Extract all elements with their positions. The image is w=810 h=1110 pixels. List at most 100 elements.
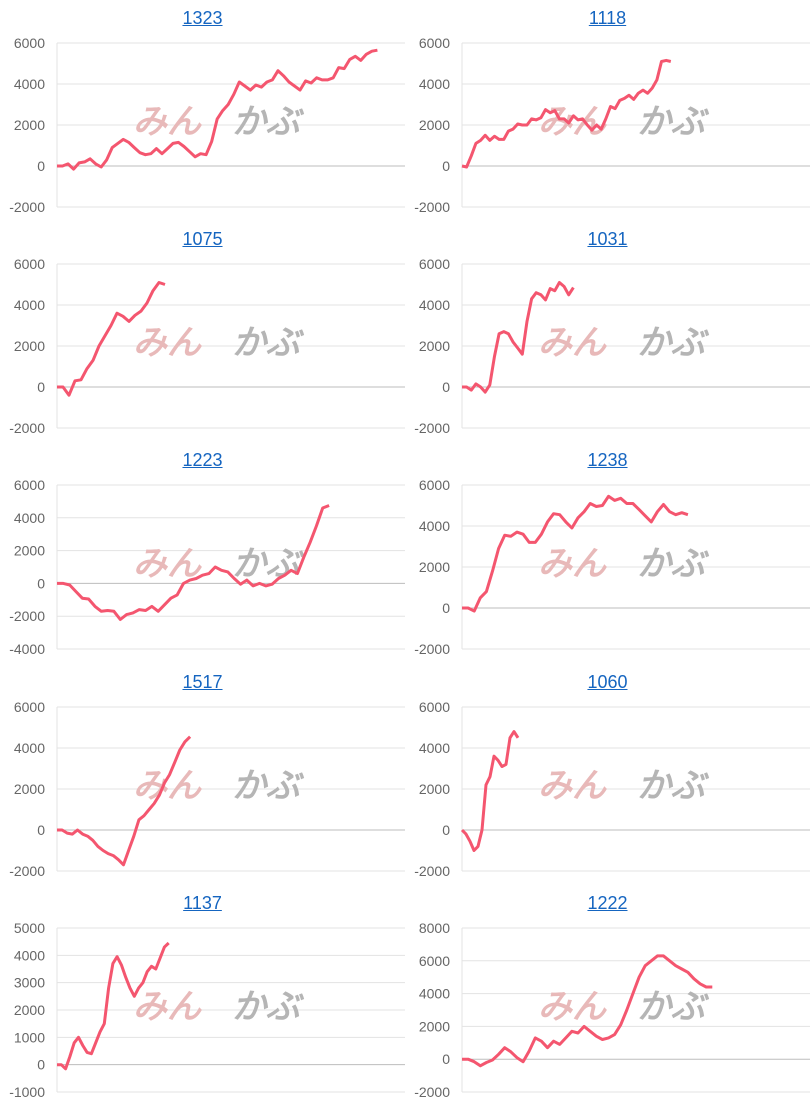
y-tick-label: 6000 [14, 256, 45, 272]
series-line [57, 735, 192, 867]
chart-title: 1060 [405, 672, 810, 693]
y-tick-label: 6000 [419, 477, 450, 493]
line-chart: 6000 4000 2000 0 -2000 みん かぶ [414, 699, 810, 879]
y-tick-label: 2000 [14, 1002, 45, 1018]
y-tick-label: 4000 [14, 740, 45, 756]
y-tick-label: 4000 [14, 297, 45, 313]
y-tick-label: 4000 [419, 518, 450, 534]
chart-title: 1137 [0, 893, 405, 914]
y-tick-label: 2000 [14, 781, 45, 797]
svg-text:みん: みん [133, 323, 202, 363]
y-tick-label: -2000 [9, 863, 45, 879]
y-tick-label: -2000 [414, 199, 450, 215]
watermark-logo: みん かぶ [538, 102, 710, 142]
svg-text:みん: みん [538, 987, 607, 1027]
svg-text:みん: みん [133, 987, 202, 1027]
chart-panel: 6000 4000 2000 0 -2000 みん かぶ 1075 [0, 221, 405, 442]
svg-text:みん: みん [538, 323, 607, 363]
series-line [57, 941, 170, 1071]
y-tick-label: -2000 [414, 1084, 450, 1100]
series-line [462, 954, 713, 1068]
y-tick-label: 6000 [419, 699, 450, 715]
y-tick-label: 6000 [14, 477, 45, 493]
chart-title-link[interactable]: 1223 [182, 450, 223, 470]
svg-text:かぶ: かぶ [637, 544, 710, 584]
line-chart: 5000 4000 3000 2000 1000 0 -1000 みん かぶ [9, 920, 405, 1100]
series-line [57, 504, 330, 621]
svg-text:みん: みん [133, 766, 202, 806]
y-tick-label: 6000 [419, 35, 450, 51]
series-line [462, 281, 575, 394]
y-tick-label: 2000 [14, 117, 45, 133]
watermark-logo: みん かぶ [133, 544, 305, 584]
y-tick-label: 2000 [14, 338, 45, 354]
series-line [57, 281, 166, 397]
series-line [460, 730, 520, 852]
y-tick-label: -2000 [414, 420, 450, 436]
watermark-logo: みん かぶ [133, 766, 305, 806]
y-tick-label: 2000 [14, 543, 45, 559]
svg-text:かぶ: かぶ [637, 766, 710, 806]
y-tick-label: 0 [442, 158, 450, 174]
svg-text:かぶ: かぶ [232, 987, 305, 1027]
chart-title: 1075 [0, 229, 405, 250]
chart-title-link[interactable]: 1238 [587, 450, 628, 470]
watermark-logo: みん かぶ [133, 102, 305, 142]
chart-panel: 6000 4000 2000 0 -2000 みん かぶ 1323 [0, 0, 405, 221]
chart-title: 1222 [405, 893, 810, 914]
watermark-logo: みん かぶ [538, 323, 710, 363]
line-chart: 6000 4000 2000 0 -2000 みん かぶ [9, 35, 405, 215]
chart-title-link[interactable]: 1137 [183, 893, 222, 913]
series-line [57, 48, 378, 171]
line-chart: 6000 4000 2000 0 -2000 みん かぶ [414, 256, 810, 436]
chart-title: 1517 [0, 672, 405, 693]
y-tick-label: 6000 [14, 35, 45, 51]
chart-title-link[interactable]: 1323 [182, 8, 223, 28]
y-tick-label: 4000 [14, 76, 45, 92]
y-tick-label: 4000 [419, 297, 450, 313]
watermark-logo: みん かぶ [538, 987, 710, 1027]
y-tick-label: 6000 [419, 953, 450, 969]
line-chart: 8000 6000 4000 2000 0 -2000 みん かぶ [414, 920, 810, 1100]
chart-panel: 6000 4000 2000 0 -2000 -4000 みん かぶ 1223 [0, 442, 405, 663]
y-tick-label: 3000 [14, 975, 45, 991]
svg-text:かぶ: かぶ [232, 544, 305, 584]
series-line [461, 58, 672, 169]
y-tick-label: 0 [37, 822, 45, 838]
svg-text:かぶ: かぶ [232, 766, 305, 806]
chart-title: 1238 [405, 450, 810, 471]
y-tick-label: 2000 [419, 117, 450, 133]
y-tick-label: 0 [442, 379, 450, 395]
chart-title: 1031 [405, 229, 810, 250]
svg-text:みん: みん [538, 544, 607, 584]
y-tick-label: 4000 [14, 947, 45, 963]
line-chart: 6000 4000 2000 0 -2000 みん かぶ [9, 256, 405, 436]
chart-title-link[interactable]: 1060 [587, 672, 628, 692]
y-tick-label: -2000 [9, 608, 45, 624]
y-tick-label: 4000 [14, 510, 45, 526]
svg-text:みん: みん [133, 102, 202, 142]
y-tick-label: 0 [442, 600, 450, 616]
y-tick-label: 4000 [419, 76, 450, 92]
y-tick-label: -2000 [414, 641, 450, 657]
svg-text:みん: みん [133, 544, 202, 584]
watermark-logo: みん かぶ [133, 323, 305, 363]
y-tick-label: 0 [37, 575, 45, 591]
line-chart: 6000 4000 2000 0 -2000 みん かぶ [414, 477, 810, 657]
chart-panel: 6000 4000 2000 0 -2000 みん かぶ 1060 [405, 664, 810, 885]
chart-title-link[interactable]: 1075 [182, 229, 223, 249]
chart-title-link[interactable]: 1118 [588, 8, 627, 28]
watermark-logo: みん かぶ [538, 766, 710, 806]
chart-panel: 6000 4000 2000 0 -2000 みん かぶ 1238 [405, 442, 810, 663]
y-tick-label: 2000 [419, 338, 450, 354]
chart-title-link[interactable]: 1222 [587, 893, 628, 913]
chart-title: 1118 [405, 8, 810, 29]
chart-title-link[interactable]: 1031 [587, 229, 628, 249]
svg-text:かぶ: かぶ [637, 323, 710, 363]
chart-title-link[interactable]: 1517 [182, 672, 223, 692]
y-tick-label: 5000 [14, 920, 45, 936]
chart-title: 1323 [0, 8, 405, 29]
y-tick-label: 4000 [419, 740, 450, 756]
y-tick-label: 1000 [14, 1029, 45, 1045]
